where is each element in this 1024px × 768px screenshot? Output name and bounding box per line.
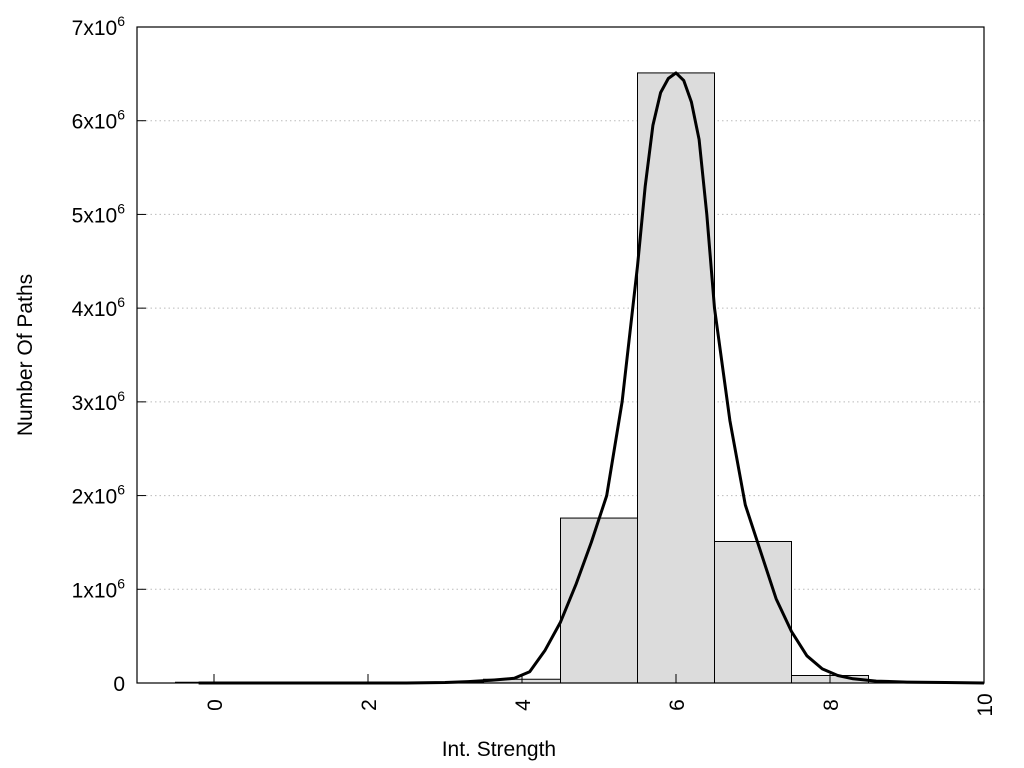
x-tick-label: 6 — [666, 699, 689, 711]
y-tick-label: 1x106 — [72, 575, 126, 602]
histogram-bar — [560, 517, 638, 684]
x-axis: 0 2 4 6 8 10 — [204, 674, 997, 717]
grid-lines — [137, 26, 984, 590]
x-tick-label: 10 — [974, 693, 997, 716]
y-tick-label: 3x106 — [72, 388, 126, 415]
y-tick-label: 7x106 — [72, 13, 126, 40]
histogram-bar — [714, 540, 792, 684]
x-tick-label: 4 — [512, 699, 535, 711]
x-tick-label: 2 — [358, 699, 381, 711]
fit-curve — [198, 71, 985, 685]
y-tick-label: 4x106 — [72, 294, 126, 321]
x-tick-label: 0 — [204, 699, 227, 711]
bars — [175, 72, 869, 684]
y-tick-label: 0 — [113, 673, 125, 696]
y-axis-title: Number Of Paths — [14, 274, 37, 436]
y-axis: 0 1x106 2x106 3x106 4x106 5x106 6x106 7x106 — [72, 13, 146, 696]
x-tick-label: 8 — [820, 699, 843, 711]
plot-frame — [136, 26, 985, 684]
y-tick-label: 6x106 — [72, 107, 126, 134]
y-tick-label: 5x106 — [72, 200, 126, 227]
y-tick-label: 2x106 — [72, 482, 126, 509]
x-axis-title: Int. Strength — [442, 738, 556, 761]
